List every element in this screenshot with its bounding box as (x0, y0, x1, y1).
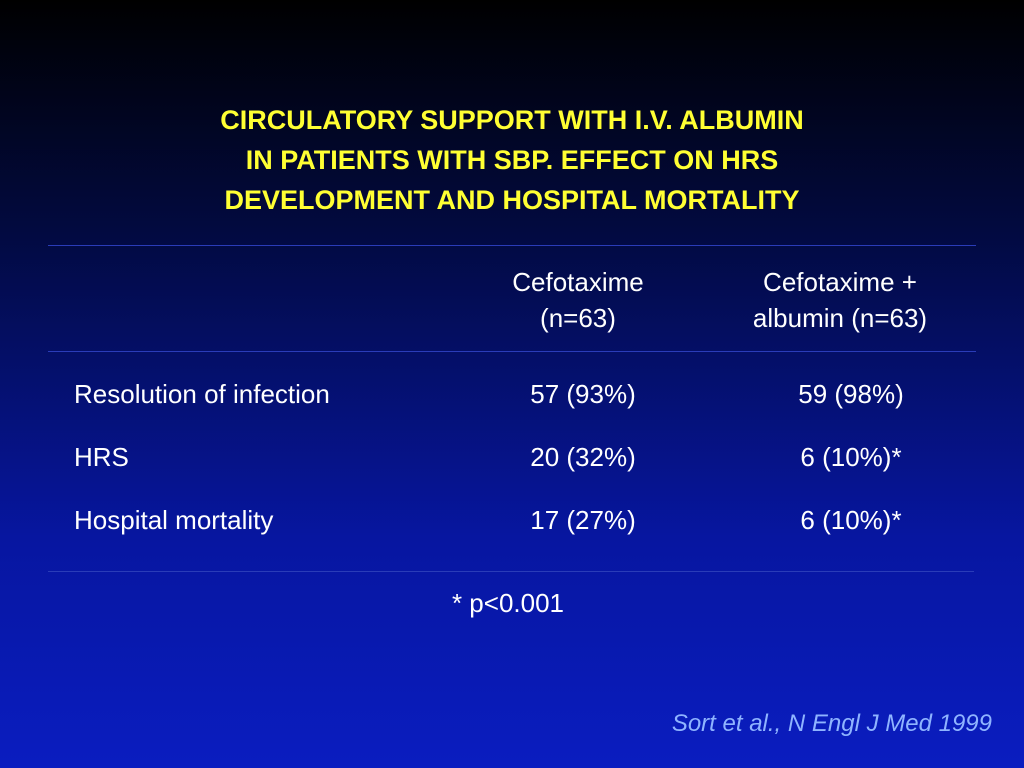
title-line-2: IN PATIENTS WITH SBP. EFFECT ON HRS (245, 145, 779, 175)
cell-cefotaxime-albumin: 6 (10%)* (800, 442, 902, 472)
table-header-divider (48, 351, 976, 352)
column-header-cefotaxime-line-2: (n=63) (540, 303, 616, 333)
table-bottom-divider (48, 571, 974, 572)
row-label: HRS (74, 442, 129, 472)
column-header-cefotaxime-albumin-line-1: Cefotaxime + (763, 267, 917, 297)
column-header-cefotaxime: Cefotaxime (n=63) (478, 264, 678, 336)
column-header-cefotaxime-line-1: Cefotaxime (512, 267, 644, 297)
table-row-resolution-of-infection: Resolution of infection 57 (93%) 59 (98%… (0, 376, 1024, 412)
slide-title: CIRCULATORY SUPPORT WITH I.V. ALBUMIN IN… (0, 100, 1024, 220)
column-header-cefotaxime-albumin: Cefotaxime + albumin (n=63) (720, 264, 960, 336)
table-row-hospital-mortality: Hospital mortality 17 (27%) 6 (10%)* (0, 502, 1024, 538)
citation: Sort et al., N Engl J Med 1999 (671, 710, 992, 737)
cell-cefotaxime-albumin: 6 (10%)* (800, 505, 902, 535)
title-line-1: CIRCULATORY SUPPORT WITH I.V. ALBUMIN (220, 105, 804, 135)
cell-cefotaxime-albumin: 59 (98%) (798, 379, 904, 409)
cell-cefotaxime: 20 (32%) (530, 442, 636, 472)
row-label: Resolution of infection (74, 379, 330, 409)
title-line-3: DEVELOPMENT AND HOSPITAL MORTALITY (224, 185, 800, 215)
table-top-divider (48, 245, 976, 246)
column-header-cefotaxime-albumin-line-2: albumin (n=63) (752, 303, 928, 333)
cell-cefotaxime: 57 (93%) (530, 379, 636, 409)
row-label: Hospital mortality (74, 505, 274, 535)
table-row-hrs: HRS 20 (32%) 6 (10%)* (0, 439, 1024, 475)
cell-cefotaxime: 17 (27%) (530, 505, 636, 535)
significance-footnote: * p<0.001 (451, 588, 565, 618)
